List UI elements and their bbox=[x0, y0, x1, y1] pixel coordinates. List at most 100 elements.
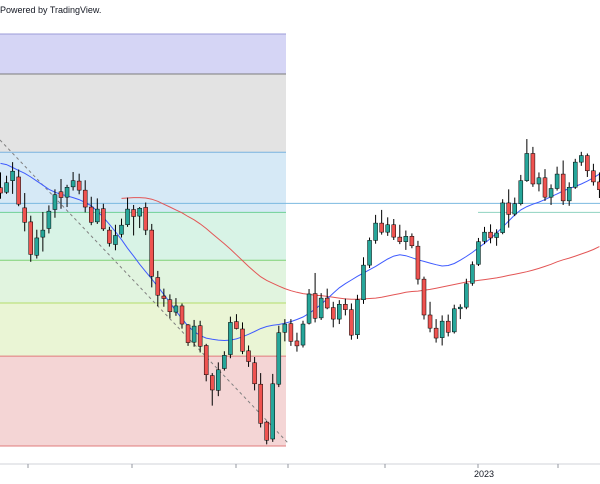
candle[interactable] bbox=[597, 172, 600, 198]
candle[interactable] bbox=[476, 237, 481, 266]
candle[interactable] bbox=[240, 322, 245, 355]
candle[interactable] bbox=[445, 314, 451, 337]
candle[interactable] bbox=[282, 319, 288, 342]
candle[interactable] bbox=[585, 153, 590, 177]
candle[interactable] bbox=[379, 209, 384, 235]
candle[interactable] bbox=[179, 303, 185, 329]
candle[interactable] bbox=[343, 298, 348, 316]
candle[interactable] bbox=[318, 293, 324, 320]
candle[interactable] bbox=[512, 197, 517, 217]
candle[interactable] bbox=[452, 304, 457, 334]
candle[interactable] bbox=[228, 316, 233, 359]
candle[interactable] bbox=[173, 298, 179, 316]
candle[interactable] bbox=[185, 324, 191, 346]
candle[interactable] bbox=[373, 214, 378, 244]
candle[interactable] bbox=[355, 294, 360, 339]
candle[interactable] bbox=[385, 217, 390, 236]
candle[interactable] bbox=[125, 197, 130, 227]
candle[interactable] bbox=[591, 163, 596, 186]
candle[interactable] bbox=[482, 226, 487, 245]
candle[interactable] bbox=[500, 199, 505, 235]
candle[interactable] bbox=[89, 196, 94, 226]
candle[interactable] bbox=[64, 184, 70, 208]
candle[interactable] bbox=[276, 325, 282, 388]
candle[interactable] bbox=[337, 300, 342, 325]
candle[interactable] bbox=[137, 207, 142, 229]
candle[interactable] bbox=[349, 303, 354, 340]
candle[interactable] bbox=[433, 319, 439, 343]
candle[interactable] bbox=[16, 169, 21, 207]
candle[interactable] bbox=[470, 261, 475, 286]
candle[interactable] bbox=[40, 211, 46, 252]
candle[interactable] bbox=[113, 224, 118, 251]
candle[interactable] bbox=[548, 184, 554, 205]
candle[interactable] bbox=[70, 172, 76, 191]
candle[interactable] bbox=[524, 139, 530, 182]
candle[interactable] bbox=[506, 189, 511, 228]
candle[interactable] bbox=[264, 420, 269, 445]
candle[interactable] bbox=[82, 180, 88, 213]
candle[interactable] bbox=[573, 158, 578, 189]
candle[interactable] bbox=[361, 257, 366, 304]
candle[interactable] bbox=[222, 351, 227, 371]
candle[interactable] bbox=[554, 166, 560, 191]
candle[interactable] bbox=[542, 169, 548, 201]
candle[interactable] bbox=[143, 202, 148, 236]
candle[interactable] bbox=[300, 320, 306, 348]
candle[interactable] bbox=[234, 314, 239, 330]
candle[interactable] bbox=[161, 288, 167, 307]
candle[interactable] bbox=[203, 343, 209, 382]
candle[interactable] bbox=[58, 179, 64, 209]
candle[interactable] bbox=[391, 218, 396, 240]
candle[interactable] bbox=[415, 240, 421, 285]
candle[interactable] bbox=[367, 237, 372, 269]
candle[interactable] bbox=[579, 151, 584, 166]
candle[interactable] bbox=[131, 204, 136, 236]
candle[interactable] bbox=[155, 270, 161, 307]
candle[interactable] bbox=[464, 278, 469, 310]
candle[interactable] bbox=[95, 198, 100, 224]
candle[interactable] bbox=[458, 304, 463, 320]
candle[interactable] bbox=[197, 320, 203, 353]
candle[interactable] bbox=[107, 226, 112, 247]
candle[interactable] bbox=[101, 203, 106, 231]
candle[interactable] bbox=[167, 294, 173, 319]
candle[interactable] bbox=[119, 218, 124, 238]
candle[interactable] bbox=[0, 172, 3, 199]
candle[interactable] bbox=[494, 229, 499, 246]
candle[interactable] bbox=[331, 301, 336, 328]
candle[interactable] bbox=[22, 193, 27, 232]
candle[interactable] bbox=[294, 332, 300, 352]
candle[interactable] bbox=[258, 373, 263, 428]
candle[interactable] bbox=[324, 288, 330, 310]
candle[interactable] bbox=[403, 230, 409, 250]
candle[interactable] bbox=[306, 289, 312, 325]
candle[interactable] bbox=[566, 182, 572, 206]
candle[interactable] bbox=[216, 362, 221, 397]
candle[interactable] bbox=[252, 357, 257, 391]
candle[interactable] bbox=[488, 224, 493, 244]
candle[interactable] bbox=[288, 319, 294, 346]
candle[interactable] bbox=[76, 173, 82, 195]
candle[interactable] bbox=[52, 189, 58, 218]
candle[interactable] bbox=[10, 162, 15, 194]
candle[interactable] bbox=[518, 174, 524, 206]
candle[interactable] bbox=[28, 215, 33, 262]
candle[interactable] bbox=[210, 373, 215, 406]
candle[interactable] bbox=[536, 172, 542, 192]
candle[interactable] bbox=[191, 319, 197, 347]
candle[interactable] bbox=[149, 223, 154, 288]
candle[interactable] bbox=[409, 233, 415, 249]
candle[interactable] bbox=[246, 345, 251, 367]
candle[interactable] bbox=[427, 301, 433, 333]
candle[interactable] bbox=[397, 224, 403, 245]
candle[interactable] bbox=[560, 160, 566, 205]
candle[interactable] bbox=[34, 229, 40, 259]
candle[interactable] bbox=[421, 276, 427, 320]
candle[interactable] bbox=[46, 205, 52, 234]
candle[interactable] bbox=[270, 373, 275, 442]
candle[interactable] bbox=[439, 315, 445, 346]
candle[interactable] bbox=[530, 146, 536, 187]
candle[interactable] bbox=[4, 175, 9, 194]
